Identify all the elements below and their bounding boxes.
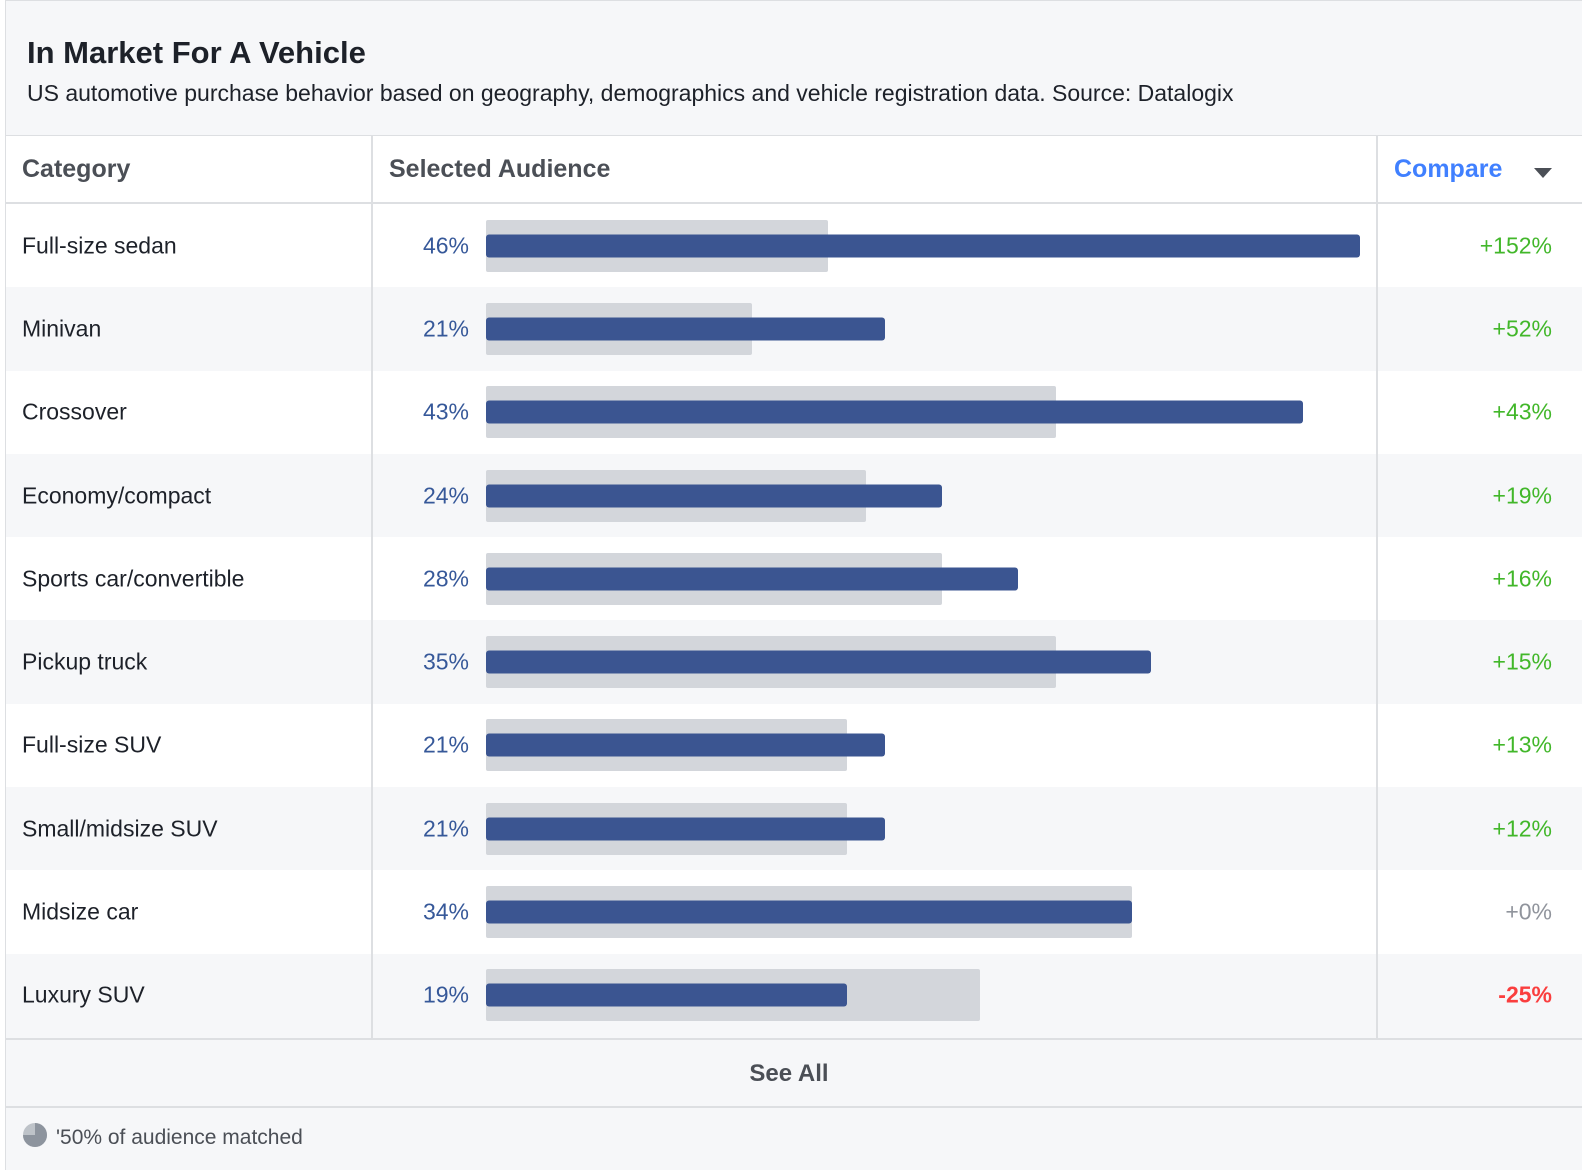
table-row: Sports car/convertible 28% +16% bbox=[6, 537, 1582, 621]
selected-percent-label: 35% bbox=[422, 648, 469, 675]
table-row: Small/midsize SUV 21% +12% bbox=[6, 787, 1582, 871]
audience-matched-text: '50% of audience matched bbox=[56, 1126, 303, 1149]
table-row: Economy/compact 24% +19% bbox=[6, 453, 1582, 538]
category-column-header: Category bbox=[22, 155, 131, 183]
selected-audience-bar bbox=[486, 900, 1132, 924]
category-label: Small/midsize SUV bbox=[22, 815, 218, 842]
selected-audience-bar bbox=[486, 567, 1018, 591]
table-row: Midsize car 34% +0% bbox=[6, 870, 1582, 954]
compare-value: +13% bbox=[1492, 731, 1552, 758]
selected-audience-column-header: Selected Audience bbox=[389, 155, 611, 183]
table-row: Minivan 21% +52% bbox=[6, 287, 1582, 371]
selected-audience-bar bbox=[486, 733, 885, 757]
table-row: Crossover 43% +43% bbox=[6, 370, 1582, 454]
compare-value: +16% bbox=[1492, 565, 1552, 592]
table-row: Full-size sedan 46% +152% bbox=[6, 204, 1582, 288]
category-label: Pickup truck bbox=[22, 648, 148, 675]
see-all-button[interactable]: See All bbox=[6, 1038, 1582, 1108]
compare-value: +0% bbox=[1505, 898, 1552, 925]
selected-percent-label: 46% bbox=[422, 232, 469, 259]
selected-percent-label: 21% bbox=[422, 731, 469, 758]
vehicle-card: In Market For A Vehicle US automotive pu… bbox=[5, 0, 1582, 1170]
card-title: In Market For A Vehicle bbox=[27, 35, 366, 70]
category-label: Full-size sedan bbox=[22, 232, 177, 259]
table-row: Pickup truck 35% +15% bbox=[6, 620, 1582, 704]
selected-audience-bar bbox=[486, 400, 1303, 424]
category-label: Economy/compact bbox=[22, 482, 212, 509]
compare-value: +43% bbox=[1492, 398, 1552, 425]
category-label: Full-size SUV bbox=[22, 731, 162, 758]
audience-match-footer: '50% of audience matched bbox=[6, 1108, 1582, 1171]
selected-percent-label: 43% bbox=[422, 398, 469, 425]
table-row: Full-size SUV 21% +13% bbox=[6, 703, 1582, 788]
see-all-label: See All bbox=[749, 1060, 829, 1087]
category-label: Minivan bbox=[22, 315, 102, 342]
pie-chart-icon bbox=[23, 1123, 47, 1147]
selected-percent-label: 21% bbox=[422, 815, 469, 842]
selected-percent-label: 19% bbox=[422, 981, 469, 1008]
selected-percent-label: 24% bbox=[422, 482, 469, 509]
selected-percent-label: 21% bbox=[422, 315, 469, 342]
compare-dropdown[interactable]: Compare bbox=[1394, 155, 1503, 183]
compare-value: +52% bbox=[1492, 315, 1552, 342]
category-label: Midsize car bbox=[22, 898, 139, 925]
selected-audience-bar bbox=[486, 234, 1360, 258]
column-divider bbox=[1376, 136, 1378, 1039]
selected-audience-bar bbox=[486, 484, 942, 508]
compare-value: +152% bbox=[1479, 232, 1552, 259]
column-header-row: Category Selected Audience Compare bbox=[6, 136, 1582, 204]
category-table: Full-size sedan 46% +152% Minivan 21% +52% Cro… bbox=[6, 204, 1582, 1037]
compare-value: +15% bbox=[1492, 648, 1552, 675]
table-row: Luxury SUV 19% -25% bbox=[6, 953, 1582, 1037]
category-label: Crossover bbox=[22, 398, 127, 425]
compare-value: +12% bbox=[1492, 815, 1552, 842]
card-subtitle: US automotive purchase behavior based on… bbox=[27, 80, 1234, 106]
selected-audience-bar bbox=[486, 650, 1151, 674]
compare-value: +19% bbox=[1492, 482, 1552, 509]
selected-percent-label: 28% bbox=[422, 565, 469, 592]
chevron-down-icon[interactable] bbox=[1534, 168, 1552, 178]
selected-audience-bar bbox=[486, 317, 885, 341]
selected-audience-bar bbox=[486, 817, 885, 841]
compare-value: -25% bbox=[1498, 981, 1552, 1008]
selected-audience-bar bbox=[486, 983, 847, 1007]
category-label: Sports car/convertible bbox=[22, 565, 245, 592]
column-divider bbox=[371, 136, 373, 1039]
card-header: In Market For A Vehicle US automotive pu… bbox=[6, 1, 1582, 136]
category-label: Luxury SUV bbox=[22, 981, 145, 1008]
selected-percent-label: 34% bbox=[422, 898, 469, 925]
